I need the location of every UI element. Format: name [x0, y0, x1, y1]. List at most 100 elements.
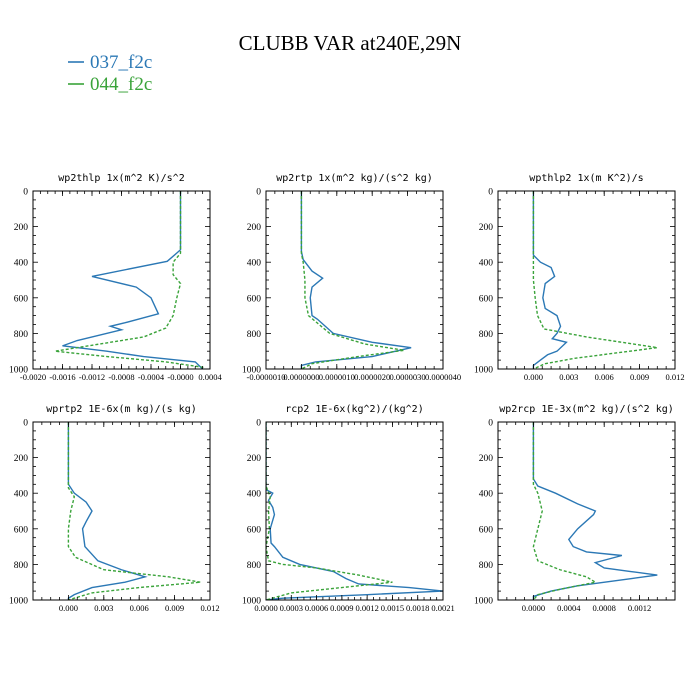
- panel-title: wp2rtp 1x(m^2 kg)/(s^2 kg): [276, 173, 433, 184]
- chart-panels: wp2thlp 1x(m^2 K)/s^202004006008001000-0…: [9, 173, 685, 613]
- chart-panel: wprtp2 1E-6x(m kg)/(s kg) 0 200 400 600 800 10…: [9, 404, 220, 613]
- x-tick-label: 0.000: [524, 372, 543, 382]
- x-tick-label: 0.0000040: [425, 372, 461, 382]
- plot-frame: [32, 190, 211, 370]
- x-tick-label: -0.0012: [79, 372, 105, 382]
- legend-label: 044_f2c: [90, 74, 152, 95]
- x-tick-label: 0.009: [165, 603, 184, 613]
- panel-title: rcp2 1E-6x(kg^2)/(kg^2): [285, 404, 423, 415]
- x-tick-label: 0.003: [94, 603, 113, 613]
- y-tick-label: 200: [479, 454, 494, 464]
- x-tick-label: 0.0000: [522, 603, 545, 613]
- panel-title: wprtp2 1E-6x(m kg)/(s kg): [46, 404, 197, 415]
- y-tick-label: 400: [479, 490, 494, 500]
- y-tick-label: 200: [247, 454, 262, 464]
- plot-frame: [265, 190, 444, 370]
- series-line-044_f2c: [67, 422, 201, 600]
- chart-panel: rcp2 1E-6x(kg^2)/(kg^2) 0 200 400 600 800 1000…: [242, 404, 455, 613]
- y-tick-label: 800: [247, 561, 262, 571]
- y-tick-label: 400: [14, 490, 29, 500]
- x-tick-label: 0.006: [595, 372, 614, 382]
- x-tick-label: -0.0004: [138, 372, 165, 382]
- series-line-044_f2c: [300, 191, 405, 369]
- x-tick-label: 0.0000000: [283, 372, 319, 382]
- y-tick-label: 200: [14, 223, 29, 233]
- y-tick-label: 1000: [9, 597, 28, 607]
- chart-panel: wpthlp2 1x(m K^2)/s 0 200 400 600 800 1000 0.00…: [474, 173, 685, 382]
- series-line-037_f2c: [300, 191, 412, 369]
- y-tick-label: 400: [247, 490, 262, 500]
- y-tick-label: 200: [479, 223, 494, 233]
- x-tick-label: 0.006: [130, 603, 149, 613]
- series-line-037_f2c: [532, 191, 568, 369]
- y-tick-label: 0: [488, 419, 493, 429]
- legend-label: 037_f2c: [90, 52, 152, 73]
- y-tick-label: 800: [14, 561, 29, 571]
- x-tick-label: 0.003: [559, 372, 578, 382]
- x-tick-label: 0.0012: [628, 603, 651, 613]
- panel-title: wp2thlp 1x(m^2 K)/s^2: [58, 173, 184, 184]
- x-tick-label: 0.0000020: [354, 372, 390, 382]
- y-tick-label: 800: [247, 330, 262, 340]
- x-tick-label: 0.0000010: [319, 372, 355, 382]
- x-tick-label: -0.0016: [49, 372, 75, 382]
- panel-title: wpthlp2 1x(m K^2)/s: [529, 173, 643, 184]
- series-line-037_f2c: [532, 422, 658, 600]
- y-tick-label: 200: [247, 223, 262, 233]
- y-tick-label: 400: [479, 259, 494, 269]
- x-tick-label: 0.012: [665, 372, 684, 382]
- y-tick-label: 600: [479, 525, 494, 535]
- x-tick-label: 0.0004: [557, 603, 581, 613]
- panel-title: wp2rcp 1E-3x(m^2 kg)/(s^2 kg): [499, 404, 674, 415]
- plot-frame: [32, 421, 211, 601]
- y-tick-label: 400: [14, 259, 29, 269]
- y-tick-label: 0: [488, 188, 493, 198]
- plot-frame: [265, 421, 444, 601]
- x-tick-label: 0.0000: [254, 603, 277, 613]
- y-tick-label: 1000: [242, 366, 261, 376]
- x-tick-label: 0.0000030: [390, 372, 426, 382]
- chart-panel: wp2rcp 1E-3x(m^2 kg)/(s^2 kg) 0 200 400 600 8…: [474, 404, 676, 613]
- y-tick-label: 0: [23, 419, 28, 429]
- x-tick-label: 0.0004: [198, 372, 222, 382]
- y-tick-label: 1000: [474, 366, 493, 376]
- y-tick-label: 0: [23, 188, 28, 198]
- y-tick-label: 600: [14, 525, 29, 535]
- y-tick-label: 1000: [474, 597, 493, 607]
- series-line-044_f2c: [55, 191, 204, 369]
- y-tick-label: 0: [256, 419, 261, 429]
- x-tick-label: 0.0015: [381, 603, 404, 613]
- series-line-044_f2c: [266, 422, 393, 600]
- x-tick-label: 0.0018: [406, 603, 429, 613]
- y-tick-label: 600: [479, 294, 494, 304]
- y-tick-label: 800: [479, 330, 494, 340]
- y-tick-label: 600: [247, 525, 262, 535]
- x-tick-label: 0.0003: [280, 603, 303, 613]
- y-tick-label: 0: [256, 188, 261, 198]
- x-tick-label: 0.0021: [431, 603, 454, 613]
- chart-panel: wp2thlp 1x(m^2 K)/s^202004006008001000-0…: [9, 173, 222, 382]
- x-tick-label: 0.012: [200, 603, 219, 613]
- x-tick-label: -0.0000010: [247, 372, 286, 382]
- y-tick-label: 600: [247, 294, 262, 304]
- series-line-037_f2c: [62, 191, 204, 369]
- x-tick-label: 0.0012: [355, 603, 378, 613]
- y-tick-label: 1000: [9, 366, 28, 376]
- y-tick-label: 600: [14, 294, 29, 304]
- figure-title: CLUBB VAR at240E,29N: [239, 31, 462, 55]
- x-tick-label: 0.009: [630, 372, 649, 382]
- series-line-044_f2c: [532, 422, 598, 600]
- x-tick-label: -0.0000: [167, 372, 193, 382]
- x-tick-label: 0.0008: [593, 603, 616, 613]
- x-tick-label: 0.0006: [305, 603, 328, 613]
- x-tick-label: 0.0009: [330, 603, 353, 613]
- x-tick-label: -0.0020: [20, 372, 46, 382]
- y-tick-label: 200: [14, 454, 29, 464]
- x-tick-label: 0.000: [59, 603, 78, 613]
- series-line-044_f2c: [532, 191, 658, 369]
- series-line-037_f2c: [266, 422, 443, 600]
- plot-frame: [497, 190, 676, 370]
- y-tick-label: 800: [479, 561, 494, 571]
